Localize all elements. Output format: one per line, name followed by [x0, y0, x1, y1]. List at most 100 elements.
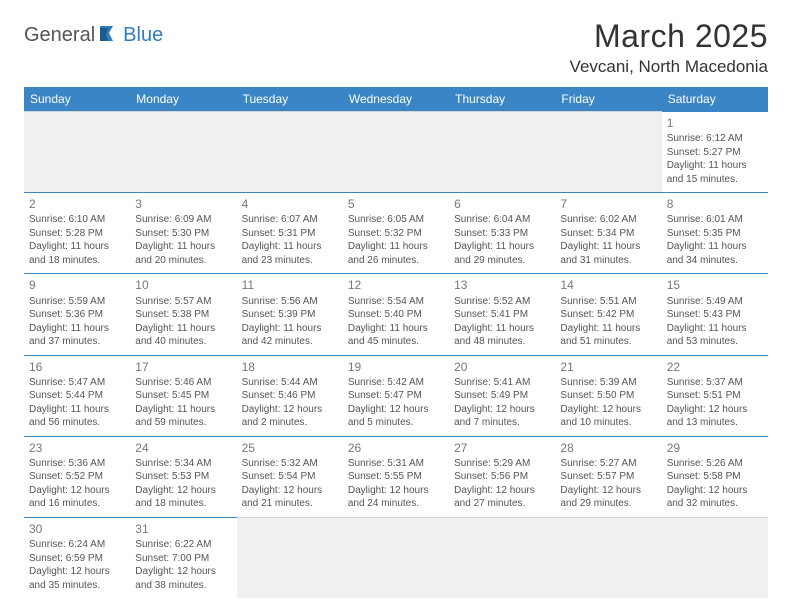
logo: General Blue — [24, 18, 163, 47]
day-info-line: Sunrise: 5:36 AM — [29, 457, 125, 471]
day-number: 22 — [667, 359, 763, 375]
calendar-week-row: 16Sunrise: 5:47 AMSunset: 5:44 PMDayligh… — [24, 355, 768, 436]
day-info-line: Sunrise: 5:31 AM — [348, 457, 444, 471]
day-info-line: and 31 minutes. — [560, 254, 656, 268]
day-header: Wednesday — [343, 87, 449, 112]
day-info-line: and 32 minutes. — [667, 497, 763, 511]
day-info-line: and 42 minutes. — [242, 335, 338, 349]
calendar-day-cell: 29Sunrise: 5:26 AMSunset: 5:58 PMDayligh… — [662, 436, 768, 517]
day-info-line: and 35 minutes. — [29, 579, 125, 593]
calendar-day-cell: 18Sunrise: 5:44 AMSunset: 5:46 PMDayligh… — [237, 355, 343, 436]
day-info-line: Sunset: 5:47 PM — [348, 389, 444, 403]
day-info-line: and 7 minutes. — [454, 416, 550, 430]
day-info-line: Daylight: 12 hours — [560, 403, 656, 417]
day-info-line: Daylight: 11 hours — [560, 322, 656, 336]
day-info-line: Sunset: 5:34 PM — [560, 227, 656, 241]
day-info-line: Daylight: 11 hours — [454, 240, 550, 254]
calendar-day-cell: 6Sunrise: 6:04 AMSunset: 5:33 PMDaylight… — [449, 193, 555, 274]
day-info-line: Daylight: 12 hours — [135, 484, 231, 498]
calendar-day-cell: 7Sunrise: 6:02 AMSunset: 5:34 PMDaylight… — [555, 193, 661, 274]
day-header: Monday — [130, 87, 236, 112]
day-info-line: Daylight: 11 hours — [29, 322, 125, 336]
day-info-line: Sunrise: 5:41 AM — [454, 376, 550, 390]
day-info-line: and 2 minutes. — [242, 416, 338, 430]
day-info-line: Daylight: 12 hours — [560, 484, 656, 498]
day-number: 3 — [135, 196, 231, 212]
day-info-line: Sunset: 5:50 PM — [560, 389, 656, 403]
calendar-empty-cell — [343, 112, 449, 193]
day-info-line: Sunrise: 5:47 AM — [29, 376, 125, 390]
day-info-line: Sunrise: 6:09 AM — [135, 213, 231, 227]
calendar-day-cell: 22Sunrise: 5:37 AMSunset: 5:51 PMDayligh… — [662, 355, 768, 436]
calendar-week-row: 2Sunrise: 6:10 AMSunset: 5:28 PMDaylight… — [24, 193, 768, 274]
calendar-day-cell: 9Sunrise: 5:59 AMSunset: 5:36 PMDaylight… — [24, 274, 130, 355]
day-info-line: Sunrise: 5:46 AM — [135, 376, 231, 390]
day-info-line: Sunset: 5:53 PM — [135, 470, 231, 484]
day-number: 29 — [667, 440, 763, 456]
day-info-line: and 48 minutes. — [454, 335, 550, 349]
logo-text-blue: Blue — [123, 24, 163, 47]
calendar-day-cell: 24Sunrise: 5:34 AMSunset: 5:53 PMDayligh… — [130, 436, 236, 517]
day-info-line: Daylight: 12 hours — [135, 565, 231, 579]
calendar-day-cell: 13Sunrise: 5:52 AMSunset: 5:41 PMDayligh… — [449, 274, 555, 355]
day-number: 27 — [454, 440, 550, 456]
header: General Blue March 2025 Vevcani, North M… — [24, 18, 768, 77]
calendar-day-cell: 16Sunrise: 5:47 AMSunset: 5:44 PMDayligh… — [24, 355, 130, 436]
day-info-line: Sunrise: 6:02 AM — [560, 213, 656, 227]
calendar-day-cell: 25Sunrise: 5:32 AMSunset: 5:54 PMDayligh… — [237, 436, 343, 517]
day-info-line: and 45 minutes. — [348, 335, 444, 349]
day-info-line: and 38 minutes. — [135, 579, 231, 593]
day-info-line: Sunrise: 5:42 AM — [348, 376, 444, 390]
day-info-line: Sunset: 5:40 PM — [348, 308, 444, 322]
day-info-line: Daylight: 12 hours — [454, 403, 550, 417]
day-number: 11 — [242, 277, 338, 293]
day-number: 6 — [454, 196, 550, 212]
title-block: March 2025 Vevcani, North Macedonia — [570, 18, 768, 77]
day-info-line: Sunset: 5:41 PM — [454, 308, 550, 322]
day-info-line: Sunrise: 6:10 AM — [29, 213, 125, 227]
calendar-empty-cell — [237, 112, 343, 193]
calendar-empty-cell — [449, 112, 555, 193]
day-info-line: Sunrise: 5:56 AM — [242, 295, 338, 309]
location-subtitle: Vevcani, North Macedonia — [570, 57, 768, 77]
day-info-line: Sunset: 5:43 PM — [667, 308, 763, 322]
day-info-line: Daylight: 11 hours — [667, 159, 763, 173]
day-info-line: Daylight: 12 hours — [348, 403, 444, 417]
day-number: 25 — [242, 440, 338, 456]
flag-icon — [99, 24, 121, 47]
day-header: Friday — [555, 87, 661, 112]
day-info-line: and 40 minutes. — [135, 335, 231, 349]
day-info-line: Sunset: 5:35 PM — [667, 227, 763, 241]
day-info-line: Sunset: 5:42 PM — [560, 308, 656, 322]
day-info-line: and 29 minutes. — [454, 254, 550, 268]
day-info-line: Sunset: 5:46 PM — [242, 389, 338, 403]
day-number: 4 — [242, 196, 338, 212]
day-info-line: Sunset: 5:52 PM — [29, 470, 125, 484]
day-info-line: Daylight: 12 hours — [667, 403, 763, 417]
day-number: 1 — [667, 115, 763, 131]
calendar-day-cell: 4Sunrise: 6:07 AMSunset: 5:31 PMDaylight… — [237, 193, 343, 274]
day-info-line: Daylight: 11 hours — [667, 322, 763, 336]
day-info-line: Sunrise: 5:34 AM — [135, 457, 231, 471]
calendar-day-cell: 20Sunrise: 5:41 AMSunset: 5:49 PMDayligh… — [449, 355, 555, 436]
day-info-line: Sunrise: 5:44 AM — [242, 376, 338, 390]
calendar-empty-cell — [555, 112, 661, 193]
day-info-line: Sunrise: 6:05 AM — [348, 213, 444, 227]
logo-text-general: General — [24, 24, 95, 47]
calendar-day-cell: 12Sunrise: 5:54 AMSunset: 5:40 PMDayligh… — [343, 274, 449, 355]
day-info-line: and 37 minutes. — [29, 335, 125, 349]
day-info-line: Daylight: 11 hours — [348, 240, 444, 254]
calendar-day-cell: 15Sunrise: 5:49 AMSunset: 5:43 PMDayligh… — [662, 274, 768, 355]
calendar-day-cell: 3Sunrise: 6:09 AMSunset: 5:30 PMDaylight… — [130, 193, 236, 274]
day-number: 28 — [560, 440, 656, 456]
day-info-line: Sunrise: 5:37 AM — [667, 376, 763, 390]
calendar-empty-cell — [662, 517, 768, 598]
day-info-line: Sunrise: 6:12 AM — [667, 132, 763, 146]
calendar-day-cell: 28Sunrise: 5:27 AMSunset: 5:57 PMDayligh… — [555, 436, 661, 517]
day-number: 2 — [29, 196, 125, 212]
day-info-line: Sunrise: 5:54 AM — [348, 295, 444, 309]
day-info-line: Sunrise: 5:26 AM — [667, 457, 763, 471]
day-number: 19 — [348, 359, 444, 375]
calendar-empty-cell — [449, 517, 555, 598]
calendar-week-row: 9Sunrise: 5:59 AMSunset: 5:36 PMDaylight… — [24, 274, 768, 355]
